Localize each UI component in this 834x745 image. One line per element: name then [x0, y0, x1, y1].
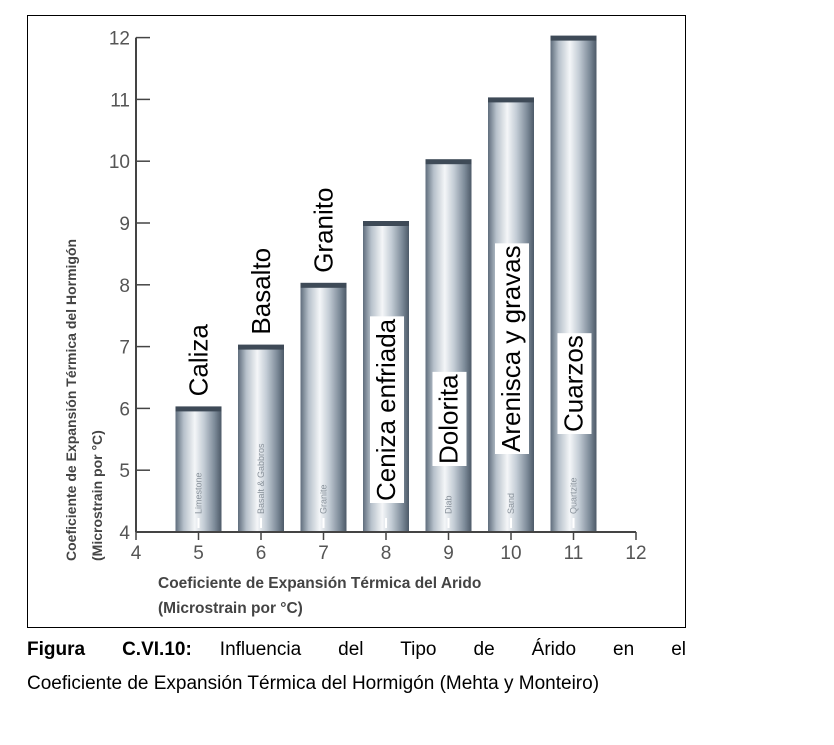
bar-cap-4: [425, 159, 472, 165]
labels-layer: Caliza Basalto Granito Ceniza enfriada Dolor…: [184, 188, 592, 503]
category-label-bg-6: [557, 333, 592, 434]
caption-line-1: Figura C.VI.10: Influencia del Tipo de Ár…: [27, 633, 686, 667]
bar-inner-label-5: Sand: [506, 493, 516, 514]
caption-line1-text: Influencia del Tipo de Árido en el: [219, 639, 687, 660]
bar-cap-5: [488, 97, 534, 103]
bar-0: [175, 408, 222, 532]
y-tick-label-6: 10: [109, 152, 130, 173]
x-tick-label-8: 12: [625, 543, 646, 564]
x-tick-label-0: 4: [131, 543, 142, 564]
category-label-4: Dolorita: [434, 374, 464, 464]
x-tick-label-7: 11: [564, 543, 584, 564]
bar-cap-3: [363, 221, 409, 226]
category-label-2: Granito: [309, 188, 339, 273]
bar-inner-label-0: Limestone: [194, 472, 204, 514]
bar-2: [300, 284, 347, 532]
category-label-bg-4: [432, 371, 467, 466]
axes-layer: 4 5 6 7 8 9 10 11 12 4 5 6 7 8 9 10 11 12 Coeficiente de E…: [63, 29, 647, 617]
x-tick-label-6: 10: [500, 543, 521, 564]
y-tick-label-5: 9: [119, 214, 130, 235]
bar-group-4: Diab: [425, 159, 472, 532]
caption-rest-text: Coeficiente de Expansión Térmica del Hor…: [27, 673, 600, 694]
x-tick-label-4: 8: [381, 543, 392, 564]
bar-inner-label-4: Diab: [444, 495, 454, 514]
bar-group-1: Basalt & Gabbros: [238, 344, 284, 532]
x-axis-title-line-1: Coeficiente de Expansión Térmica del Ari…: [158, 575, 481, 592]
bar-cap-1: [238, 344, 284, 350]
category-label-0: Caliza: [184, 324, 214, 397]
y-axis-title-line-1: Coeficiente de Expansión Térmica del Hor…: [63, 239, 79, 561]
figure-caption: Figura C.VI.10: Influencia del Tipo de Ár…: [27, 633, 686, 701]
category-label-5: Arenisca y gravas: [496, 245, 526, 452]
bar-1: [238, 346, 284, 532]
x-tick-label-1: 5: [193, 543, 204, 564]
x-tick-label-3: 7: [318, 543, 329, 564]
y-tick-label-1: 5: [119, 461, 130, 482]
bar-4: [425, 161, 472, 532]
caption-figure-label: Figura C.VI.10:: [27, 639, 192, 660]
bar-cap-6: [550, 35, 597, 41]
bar-cap-0: [175, 406, 222, 412]
y-tick-label-3: 7: [119, 338, 130, 359]
y-axis-title-line-2: (Microstrain por °C): [89, 430, 105, 561]
bar-cap-2: [300, 282, 347, 288]
bar-group-0: Limestone: [175, 406, 222, 532]
bar-6: [550, 37, 597, 532]
x-tick-label-5: 9: [443, 543, 454, 564]
chart-frame: Limestone Basalt & Gabbros Granite Diab Sand…: [27, 15, 686, 628]
category-label-bg-3: [370, 316, 404, 503]
category-label-bg-5: [495, 243, 529, 454]
bar-group-2: Granite: [300, 282, 347, 532]
bar-inner-label-1: Basalt & Gabbros: [256, 443, 266, 514]
bar-inner-label-2: Granite: [319, 484, 329, 514]
bar-inner-label-6: Quartzite: [569, 477, 579, 514]
bar-chart: Limestone Basalt & Gabbros Granite Diab Sand…: [63, 29, 647, 617]
category-label-1: Basalto: [246, 248, 276, 335]
category-label-6: Cuarzos: [559, 335, 589, 432]
y-tick-label-0: 4: [119, 523, 130, 544]
y-tick-label-4: 8: [119, 276, 130, 297]
y-tick-label-7: 11: [110, 90, 130, 111]
category-label-3: Ceniza enfriada: [371, 318, 401, 501]
y-tick-label-8: 12: [109, 29, 130, 50]
bar-group-6: Quartzite: [550, 35, 597, 532]
x-axis-title-line-2: (Microstrain por °C): [158, 600, 303, 617]
y-tick-label-2: 6: [119, 399, 130, 420]
x-tick-label-2: 6: [256, 543, 267, 564]
